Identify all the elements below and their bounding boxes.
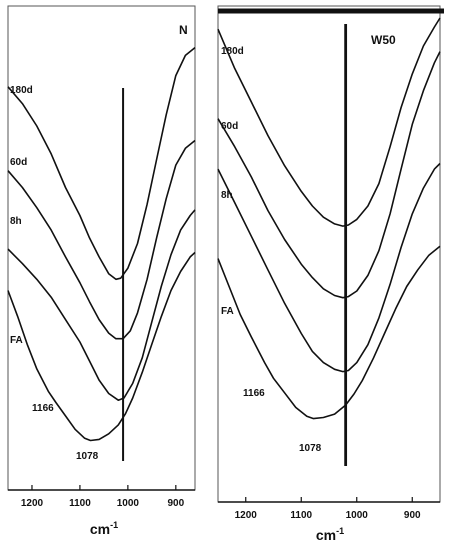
series-label-fa: FA (221, 306, 234, 317)
series-label-60d: 60d (10, 157, 27, 168)
series-label-8h: 8h (10, 216, 22, 227)
panel-w50-x-axis-title: cm-1 (316, 526, 344, 543)
series-label-60d: 60d (221, 121, 238, 132)
panel-w50-frame (217, 5, 441, 503)
series-line-fa (217, 245, 441, 420)
panel-w50-series-labels: 180d 60d 8h FA (221, 46, 244, 317)
panel-n-annotation-1078: 1078 (76, 451, 99, 462)
series-label-fa: FA (10, 335, 23, 346)
panel-w50: W50 1200 1100 1000 900 180d 60d 8h FA 1166 107… (217, 5, 444, 543)
panel-w50-ticks: 1200 1100 1000 900 (235, 497, 421, 521)
panel-n-label: N (179, 23, 188, 37)
series-line-60d (7, 139, 196, 340)
series-line-fa (7, 251, 196, 442)
series-line-180d (7, 46, 196, 281)
series-label-8h: 8h (221, 190, 233, 201)
x-tick-label: 1200 (235, 510, 258, 521)
series-line-8h (217, 162, 441, 373)
series-line-8h (7, 209, 196, 401)
x-tick-label: 900 (404, 510, 421, 521)
x-tick-label: 1200 (21, 498, 44, 509)
panel-w50-annotation-1078: 1078 (299, 443, 322, 454)
panel-w50-label: W50 (371, 33, 396, 47)
x-tick-label: 1000 (117, 498, 140, 509)
series-line-180d (217, 17, 441, 227)
series-label-180d: 180d (221, 46, 244, 57)
x-tick-label: 1000 (346, 510, 369, 521)
panel-n-curves (7, 46, 196, 461)
panel-n-frame (7, 5, 196, 491)
series-label-180d: 180d (10, 85, 33, 96)
panel-n-x-axis-title: cm-1 (90, 520, 118, 537)
panel-n-series-labels: 180d 60d 8h FA (10, 85, 33, 346)
x-tick-label: 900 (167, 498, 184, 509)
panel-n-ticks: 1200 1100 1000 900 (21, 485, 185, 509)
x-tick-label: 1100 (290, 510, 312, 521)
x-tick-label: 1100 (69, 498, 91, 509)
panel-w50-annotation-1166: 1166 (243, 388, 265, 399)
panel-w50-curves (217, 17, 441, 466)
panel-n-annotation-1166: 1166 (32, 403, 54, 414)
